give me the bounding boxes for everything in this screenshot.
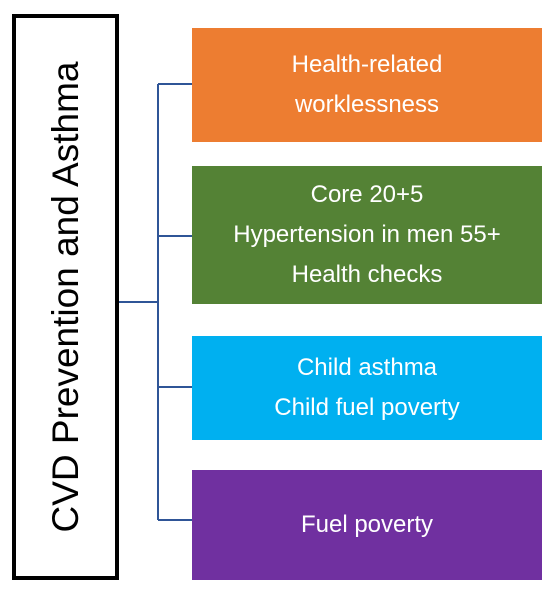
node-line: Health-related [291, 51, 443, 78]
node-line: Fuel poverty [300, 511, 434, 538]
node-line: Child fuel poverty [274, 394, 460, 421]
node-line: worklessness [294, 91, 440, 118]
node-line: Hypertension in men 55+ [233, 221, 501, 248]
node-line: Core 20+5 [310, 181, 424, 208]
node-box: Fuel poverty [192, 470, 542, 580]
root-label: CVD Prevention and Asthma [44, 61, 86, 533]
root-box: CVD Prevention and Asthma [12, 14, 119, 580]
node-line: Child asthma [296, 354, 438, 381]
node-box: Core 20+5 Hypertension in men 55+ Health… [192, 166, 542, 304]
node-box: Child asthma Child fuel poverty [192, 336, 542, 440]
node-line: Health checks [291, 261, 443, 288]
node-box: Health-related worklessness [192, 28, 542, 142]
